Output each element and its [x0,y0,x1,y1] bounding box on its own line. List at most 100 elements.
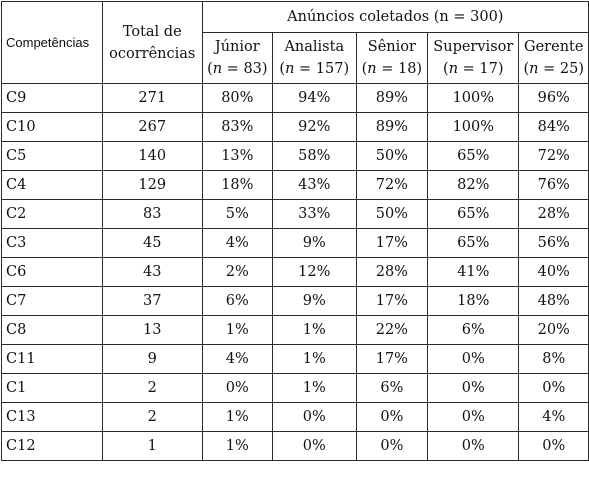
cell-competencia: C2 [1,199,103,229]
cell-competencia: C10 [1,112,103,142]
cell-senior: 72% [355,170,429,200]
cell-supervisor: 100% [427,83,520,113]
cell-competencia: C4 [1,170,103,200]
cell-senior: 22% [355,315,429,345]
cell-junior: 4% [201,228,274,258]
cell-junior: 0% [201,373,274,403]
cell-gerente: 48% [518,286,589,316]
table-row: C8 13 1% 1% 22% 6% 20% [1,315,589,345]
level-n-value: = 157) [294,61,350,77]
cell-total: 13 [101,315,203,345]
cell-competencia: C5 [1,141,103,171]
table-row: C4 129 18% 43% 72% 82% 76% [1,170,589,200]
table-row: C3 45 4% 9% 17% 65% 56% [1,228,589,258]
level-n-value: = 25) [538,61,584,77]
cell-supervisor: 0% [427,402,520,432]
table-row: C13 2 1% 0% 0% 0% 4% [1,402,589,432]
header-row-1: Competências Total de ocorrências Anúnci… [1,1,589,84]
table-row: C11 9 4% 1% 17% 0% 8% [1,344,589,374]
table-row: C12 1 1% 0% 0% 0% 0% [1,431,589,461]
cell-supervisor: 41% [427,257,520,287]
table-container: Competências Total de ocorrências Anúnci… [1,1,589,461]
cell-senior: 89% [355,83,429,113]
level-n-label: n [367,61,377,77]
cell-competencia: C13 [1,402,103,432]
cell-analista: 92% [272,112,357,142]
table-row: C2 83 5% 33% 50% 65% 28% [1,199,589,229]
level-name: Analista [284,39,345,55]
cell-analista: 33% [272,199,357,229]
cell-analista: 43% [272,170,357,200]
col-group-header-anuncios: Anúncios coletados (n = 300) [201,1,589,33]
cell-supervisor: 65% [427,228,520,258]
cell-gerente: 0% [518,431,589,461]
cell-gerente: 8% [518,344,589,374]
cell-junior: 5% [201,199,274,229]
table-header: Competências Total de ocorrências Anúnci… [1,1,589,84]
level-n-label: n [448,61,459,77]
cell-supervisor: 100% [427,112,520,142]
cell-total: 45 [101,228,203,258]
table-row: C6 43 2% 12% 28% 41% 40% [1,257,589,287]
table-body: C9 271 80% 94% 89% 100% 96% C10 267 83% 92% 89% 100%… [1,83,589,461]
col-header-supervisor: Supervisor (n = 17) [427,32,520,84]
table-row: C1 2 0% 1% 6% 0% 0% [1,373,589,403]
cell-total: 2 [101,373,203,403]
competencias-table: Competências Total de ocorrências Anúnci… [1,1,589,461]
level-n-label: n [212,61,223,77]
col-header-senior: Sênior (n = 18) [355,32,429,84]
cell-junior: 83% [201,112,274,142]
header-row-2: Júnior (n = 83) Analista (n = 157) Sênior(… [2,32,589,84]
cell-competencia: C9 [1,83,103,113]
level-n-value: = 18) [376,61,423,77]
cell-analista: 0% [272,402,357,432]
cell-junior: 18% [201,170,274,200]
table-row: C5 140 13% 58% 50% 65% 72% [1,141,589,171]
level-n-value: = 17) [458,61,504,77]
cell-senior: 0% [355,402,429,432]
cell-senior: 17% [355,344,429,374]
cell-junior: 1% [201,431,274,461]
cell-supervisor: 0% [427,431,520,461]
cell-junior: 1% [201,402,274,432]
table-row: C9 271 80% 94% 89% 100% 96% [1,83,589,113]
level-name: Sênior [367,39,416,55]
cell-gerente: 56% [518,228,589,258]
cell-total: 140 [101,141,203,171]
cell-gerente: 72% [518,141,589,171]
cell-gerente: 76% [518,170,589,200]
level-name: Gerente [524,39,584,55]
cell-supervisor: 6% [427,315,520,345]
cell-total: 129 [101,170,203,200]
cell-gerente: 4% [518,402,589,432]
table-row: C10 267 83% 92% 89% 100% 84% [1,112,589,142]
cell-gerente: 20% [518,315,589,345]
cell-analista: 12% [272,257,357,287]
cell-total: 2 [101,402,203,432]
col-header-competencias: Competências [1,1,103,84]
cell-total: 267 [101,112,203,142]
cell-gerente: 96% [518,83,589,113]
cell-analista: 94% [272,83,357,113]
cell-competencia: C3 [1,228,103,258]
cell-analista: 9% [272,286,357,316]
cell-junior: 1% [201,315,274,345]
cell-gerente: 40% [518,257,589,287]
cell-competencia: C12 [1,431,103,461]
cell-competencia: C11 [1,344,103,374]
cell-analista: 9% [272,228,357,258]
cell-supervisor: 0% [427,373,520,403]
cell-analista: 1% [272,373,357,403]
cell-analista: 58% [272,141,357,171]
cell-junior: 2% [201,257,274,287]
col-header-total-line1: Total de [122,23,182,40]
cell-junior: 13% [201,141,274,171]
cell-senior: 0% [355,431,429,461]
cell-competencia: C8 [1,315,103,345]
level-name: Júnior [214,39,260,55]
level-n-label: n [285,61,295,77]
cell-competencia: C7 [1,286,103,316]
cell-gerente: 28% [518,199,589,229]
cell-supervisor: 65% [427,199,520,229]
col-header-analista: Analista (n = 157) [272,32,357,84]
